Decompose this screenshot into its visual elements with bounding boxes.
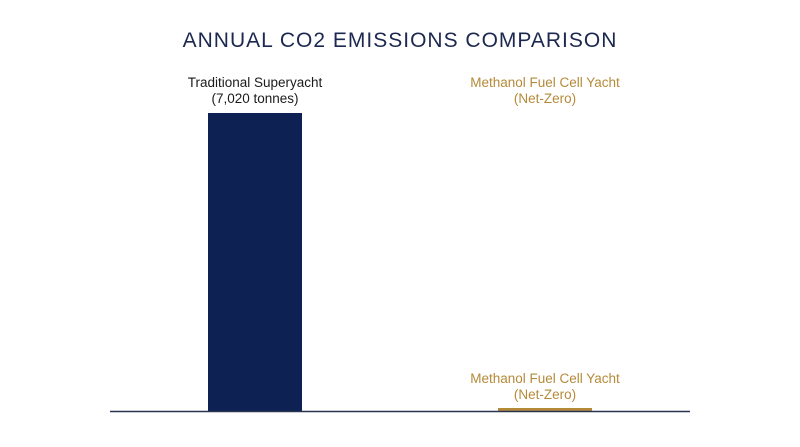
bar-1-top-label-line-2: (7,020 tonnes) [211,91,298,106]
bar-2-base-label-line-1: Methanol Fuel Cell Yacht [470,371,620,386]
bar-1 [208,113,302,411]
labels-layer: Traditional Superyacht(7,020 tonnes) Meth… [188,75,620,402]
bar-2-base-label-line-2: (Net-Zero) [514,387,576,402]
bar-2-top-label-line-1: Methanol Fuel Cell Yacht [470,75,620,90]
bar-2-top-label-line-2: (Net-Zero) [514,91,576,106]
chart-title: ANNUAL CO2 EMISSIONS COMPARISON [183,29,618,52]
bars-layer [208,113,592,411]
bar-1-top-label-line-1: Traditional Superyacht [188,75,323,90]
bar-2 [498,408,592,411]
